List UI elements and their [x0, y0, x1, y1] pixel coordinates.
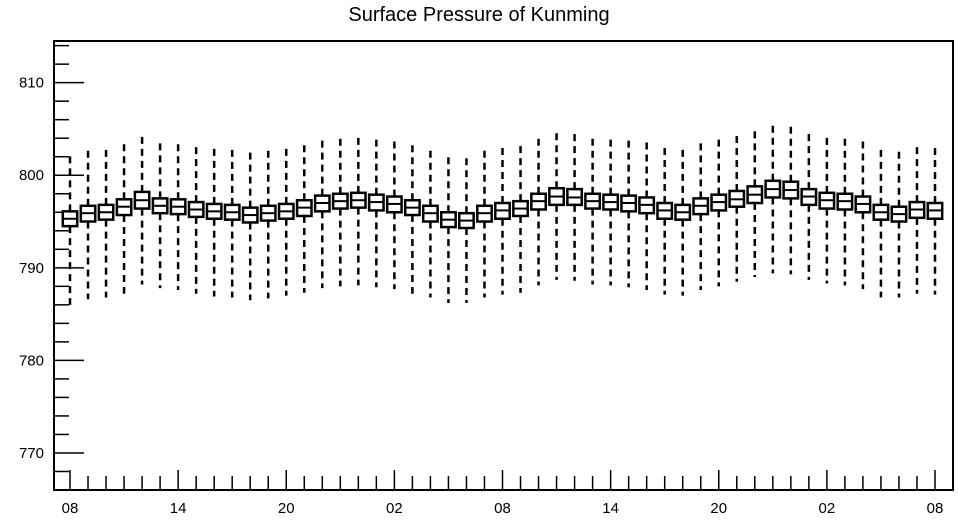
- box-item: [728, 134, 746, 282]
- box-series: [61, 125, 944, 305]
- box-item: [476, 150, 493, 298]
- x-tick-label: 08: [927, 500, 944, 517]
- box-item: [223, 146, 241, 298]
- box-item: [620, 139, 638, 288]
- x-tick-label: 02: [819, 500, 836, 517]
- box-item: [800, 132, 818, 280]
- x-tick-label: 14: [170, 500, 187, 517]
- box-item: [115, 141, 133, 294]
- box-item: [548, 131, 566, 280]
- box-item: [890, 149, 908, 298]
- box-item: [439, 155, 457, 303]
- box-item: [241, 149, 259, 301]
- box-item: [187, 143, 205, 294]
- x-tick-label: 08: [62, 500, 79, 517]
- box-item: [854, 140, 872, 290]
- box-item: [403, 144, 421, 294]
- box-item: [133, 134, 151, 285]
- box-item: [259, 147, 277, 299]
- y-tick-label: 810: [19, 75, 44, 92]
- box-item: [908, 145, 926, 294]
- box-item: [926, 146, 944, 295]
- box-item: [205, 145, 223, 297]
- box-item: [656, 145, 674, 295]
- box-item: [277, 145, 295, 296]
- box-item: [494, 147, 511, 295]
- box-item: [458, 156, 475, 303]
- box-item: [79, 149, 97, 300]
- box-item: [61, 153, 79, 305]
- x-tick-label: 02: [386, 500, 403, 517]
- y-tick-label: 790: [19, 260, 44, 277]
- box-item: [836, 137, 854, 286]
- box-item: [782, 126, 800, 275]
- x-tick-label: 20: [278, 500, 295, 517]
- box-item: [638, 140, 656, 291]
- box-item: [349, 137, 367, 286]
- box-item: [602, 137, 620, 286]
- x-tick-label: 20: [710, 500, 727, 517]
- box-item: [313, 139, 331, 289]
- box-item: [584, 137, 602, 285]
- box-item: [169, 140, 187, 291]
- box-item: [746, 129, 764, 278]
- box-item: [530, 138, 547, 286]
- box-item: [512, 145, 529, 293]
- y-tick-label: 800: [19, 167, 44, 184]
- box-item: [295, 142, 313, 293]
- box-item: [818, 135, 836, 284]
- x-tick-label: 08: [494, 500, 511, 517]
- box-item: [421, 150, 439, 298]
- x-axis-ticks: 08 14 20 02 08 14 20 02 08: [62, 470, 944, 517]
- chart-title: Surface Pressure of Kunming: [348, 4, 610, 26]
- box-item: [97, 147, 115, 298]
- y-tick-label: 770: [19, 445, 44, 462]
- box-item: [151, 140, 169, 289]
- box-item: [710, 138, 728, 287]
- box-item: [566, 132, 584, 281]
- box-item: [385, 140, 403, 290]
- box-item: [692, 141, 710, 291]
- y-axis-ticks: 770 780 790 800 810: [19, 44, 84, 491]
- box-item: [674, 147, 692, 296]
- y-tick-label: 780: [19, 352, 44, 369]
- box-item: [872, 149, 890, 298]
- x-tick-label: 14: [602, 500, 619, 517]
- box-item: [764, 125, 782, 274]
- box-item: [367, 139, 385, 288]
- box-item: [331, 137, 349, 287]
- plot-frame: [53, 40, 954, 491]
